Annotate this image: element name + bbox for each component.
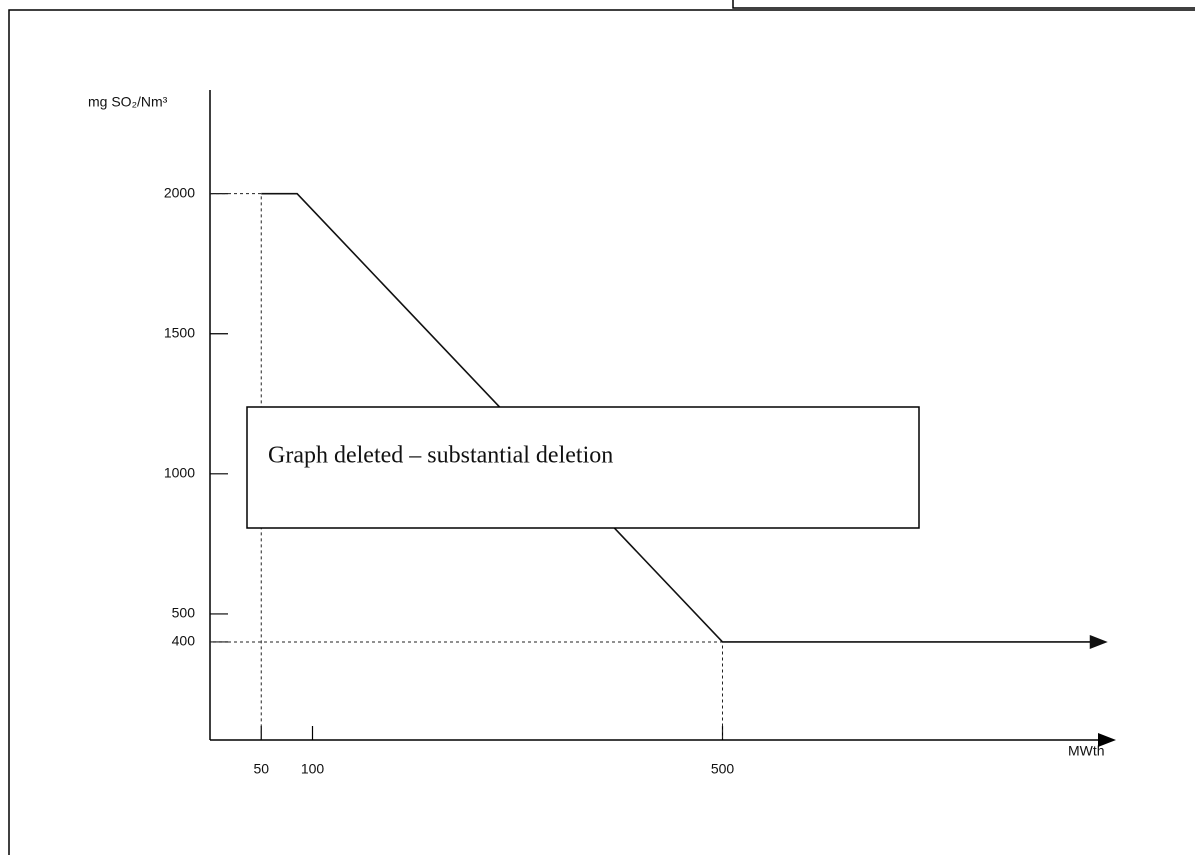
x-axis-label: MWth bbox=[1068, 743, 1105, 759]
y-tick-label: 2000 bbox=[164, 184, 195, 200]
y-tick-label: 400 bbox=[172, 633, 196, 649]
reference-line bbox=[210, 641, 723, 740]
reference-line bbox=[210, 193, 262, 740]
y-axis-label: mg SO₂/Nm³ bbox=[88, 94, 168, 110]
x-tick-label: 500 bbox=[711, 761, 735, 777]
x-tick-label: 100 bbox=[301, 761, 325, 777]
x-axis-arrow bbox=[1098, 733, 1116, 747]
x-tick-label: 50 bbox=[253, 761, 269, 777]
annotation: Graph deleted – substantial deletion bbox=[268, 443, 613, 469]
y-tick-label: 1500 bbox=[164, 324, 195, 340]
overlay-box bbox=[246, 406, 920, 529]
header-box bbox=[732, 0, 1195, 9]
line-arrow bbox=[1089, 634, 1108, 649]
frame bbox=[8, 9, 1195, 855]
y-tick-label: 500 bbox=[172, 605, 196, 621]
y-tick-label: 1000 bbox=[164, 465, 195, 481]
